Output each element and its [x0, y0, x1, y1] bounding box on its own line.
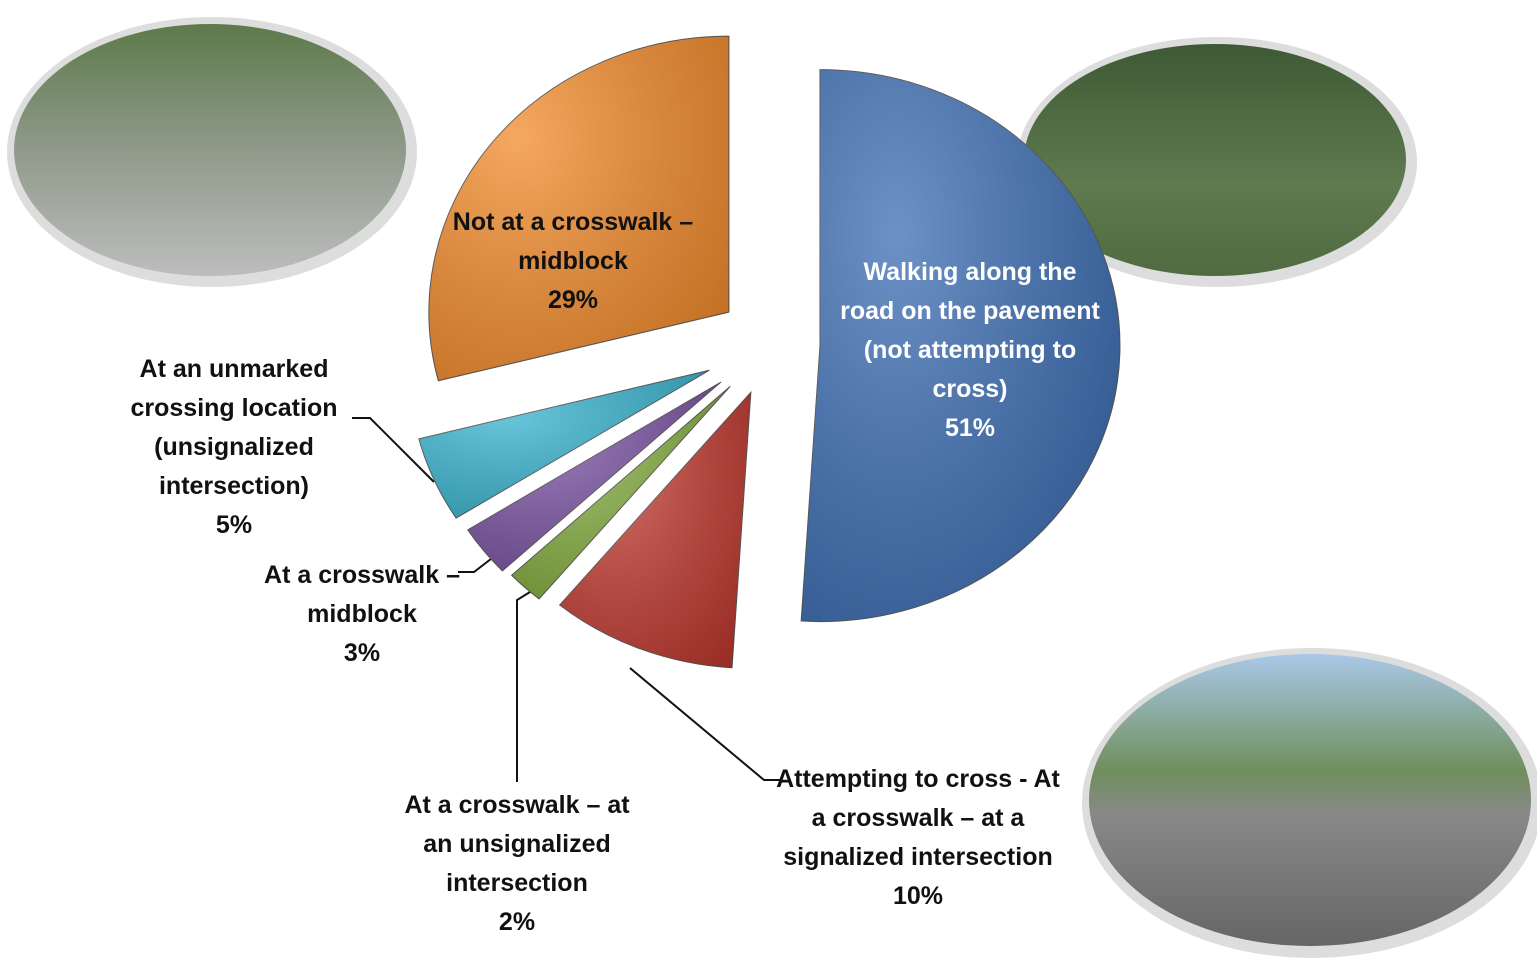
slice-shading — [511, 386, 731, 599]
category-label: At a crosswalk – midblock — [264, 561, 460, 628]
leader-line — [352, 417, 435, 483]
slice-shading — [801, 69, 1120, 622]
value-label: 2% — [498, 908, 536, 936]
slice-label: At an unmarked crossing location (unsign… — [104, 350, 364, 545]
leader-lines — [352, 417, 782, 782]
slice-shading — [418, 370, 710, 519]
value-label: 29% — [547, 286, 599, 314]
leader-line — [629, 667, 782, 781]
value-label: 51% — [944, 414, 996, 442]
category-label: Walking along the road on the pavement (… — [840, 258, 1100, 403]
slice-shading — [467, 382, 722, 571]
photo — [14, 24, 406, 276]
slice-shading — [428, 36, 729, 381]
category-label: At an unmarked crossing location (unsign… — [130, 355, 338, 500]
slice-label: At a crosswalk – at an unsignalized inte… — [387, 786, 647, 942]
category-label: Attempting to cross - At a crosswalk – a… — [776, 765, 1060, 871]
value-label: 3% — [343, 639, 381, 667]
category-label: At a crosswalk – at an unsignalized inte… — [404, 791, 630, 897]
slice-label: Attempting to cross - At a crosswalk – a… — [773, 760, 1063, 916]
pie — [418, 35, 1121, 669]
photos — [7, 17, 1537, 958]
leader-line — [516, 591, 531, 782]
slice-label: Not at a crosswalk – midblock 29% — [433, 203, 713, 320]
slice-label: At a crosswalk – midblock 3% — [242, 556, 482, 673]
photo — [1089, 654, 1531, 946]
slice-label: Walking along the road on the pavement (… — [835, 253, 1105, 448]
category-label: Not at a crosswalk – midblock — [452, 208, 694, 275]
slice-shading — [559, 392, 751, 668]
photo — [1024, 44, 1406, 276]
value-label: 10% — [892, 882, 944, 910]
value-label: 5% — [215, 511, 253, 539]
